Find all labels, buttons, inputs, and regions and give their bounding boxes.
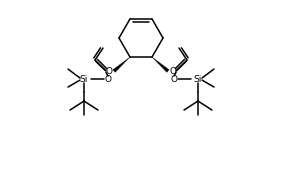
Text: O: O bbox=[106, 67, 113, 76]
Text: Si: Si bbox=[194, 75, 202, 83]
Text: O: O bbox=[170, 75, 177, 83]
Polygon shape bbox=[113, 57, 130, 72]
Polygon shape bbox=[152, 57, 169, 72]
Text: Si: Si bbox=[80, 75, 88, 83]
Text: O: O bbox=[104, 75, 112, 83]
Text: O: O bbox=[170, 67, 177, 76]
